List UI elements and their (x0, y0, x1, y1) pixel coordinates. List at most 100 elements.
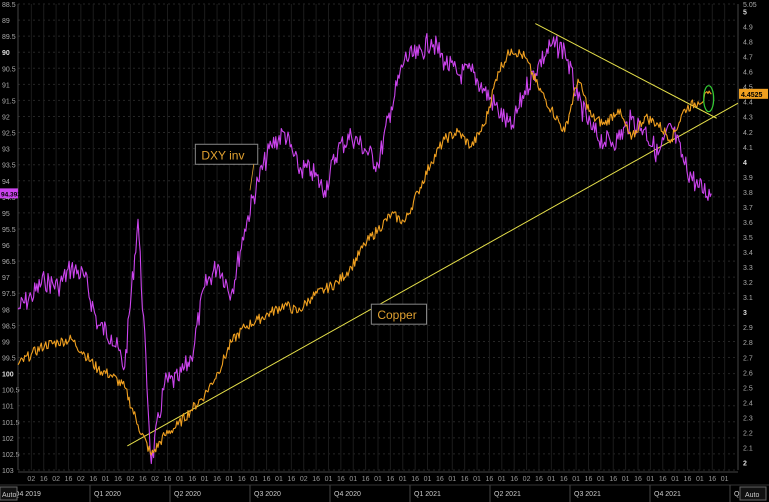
x-day-label: 02 (77, 476, 85, 483)
right-tick-label: 4.1 (743, 145, 753, 152)
x-day-label: 01 (473, 476, 481, 483)
auto-box-right (739, 486, 767, 501)
left-tick-label: 89 (2, 18, 10, 25)
right-tick-label: 2.5 (743, 385, 753, 392)
right-tick-label: 3.8 (743, 190, 753, 197)
x-quarter-label: Q3 2020 (254, 491, 281, 498)
x-day-label: 02 (151, 476, 159, 483)
right-tick-label: 2.4 (743, 400, 753, 407)
right-tick-label: 3.1 (743, 295, 753, 302)
x-day-label: 01 (374, 476, 382, 483)
trendline (127, 102, 739, 447)
value-tag-right-text: 4.4525 (741, 92, 763, 99)
right-tick-label: 5 (743, 10, 747, 17)
x-day-label: 01 (671, 476, 679, 483)
right-tick-label: 3.9 (743, 175, 753, 182)
auto-label-left: Auto (2, 492, 17, 499)
right-tick-label: 4.2 (743, 130, 753, 137)
x-day-label: 01 (226, 476, 234, 483)
left-tick-label: 98.5 (2, 323, 16, 330)
left-tick-label: 100 (2, 372, 14, 379)
x-day-label: 01 (275, 476, 283, 483)
x-day-label: 02 (523, 476, 531, 483)
right-tick-label: 3.7 (743, 205, 753, 212)
x-day-label: 16 (188, 476, 196, 483)
x-day-label: 02 (52, 476, 60, 483)
x-quarter-label: Q4 2021 (654, 491, 681, 498)
right-tick-label: 3.6 (743, 220, 753, 227)
x-day-label: 01 (721, 476, 729, 483)
x-quarter-label: Q3 2021 (574, 491, 601, 498)
left-tick-label: 91.5 (2, 98, 16, 105)
x-day-label: 16 (164, 476, 172, 483)
x-day-label: 16 (659, 476, 667, 483)
x-day-label: 01 (201, 476, 209, 483)
value-tag-left (0, 188, 18, 199)
x-day-label: 16 (337, 476, 345, 483)
x-day-label: 16 (312, 476, 320, 483)
highlight-ellipse (703, 85, 715, 113)
x-day-label: 16 (263, 476, 271, 483)
left-tick-label: 94 (2, 179, 10, 186)
right-tick-label: 4.9 (743, 25, 753, 32)
left-tick-label: 100.5 (2, 388, 20, 395)
annotation-pointer (249, 164, 255, 191)
left-tick-label: 97.5 (2, 291, 16, 298)
annotation-box (370, 303, 428, 325)
right-tick-label: 4.3 (743, 115, 753, 122)
right-tick-label: 4 (743, 160, 747, 167)
right-tick-label: 2.8 (743, 340, 753, 347)
left-tick-label: 90.5 (2, 66, 16, 73)
x-day-label: 16 (708, 476, 716, 483)
series-line-dxy-inv (17, 32, 712, 465)
x-day-label: 01 (498, 476, 506, 483)
x-day-label: 16 (65, 476, 73, 483)
x-day-label: 16 (560, 476, 568, 483)
right-tick-label: 4.8 (743, 40, 753, 47)
right-tick-label: 4.4 (743, 100, 753, 107)
x-day-label: 01 (250, 476, 258, 483)
x-day-label: 16 (287, 476, 295, 483)
right-tick-label: 5.05 (743, 2, 757, 9)
right-tick-label: 4.6 (743, 70, 753, 77)
value-tag-right (739, 88, 768, 99)
right-tick-label: 2.6 (743, 370, 753, 377)
x-day-label: 16 (684, 476, 692, 483)
x-quarter-label: Q2 2020 (174, 491, 201, 498)
left-tick-label: 91 (2, 82, 10, 89)
right-tick-label: 2.2 (743, 430, 753, 437)
left-tick-label: 89.5 (2, 34, 16, 41)
x-quarter-label: Q2 2021 (494, 491, 521, 498)
right-tick-label: 2.3 (743, 415, 753, 422)
left-tick-label: 97 (2, 275, 10, 282)
x-day-label: 16 (461, 476, 469, 483)
left-tick-label: 93 (2, 147, 10, 154)
x-day-label: 16 (411, 476, 419, 483)
trendline (535, 23, 717, 119)
trendlines (127, 23, 739, 447)
left-tick-label: 88.5 (2, 2, 16, 9)
x-day-label: 16 (362, 476, 370, 483)
value-tags: 94.393 4.4525 (0, 88, 768, 199)
x-day-label: 01 (325, 476, 333, 483)
x-day-label: 01 (448, 476, 456, 483)
x-day-label: 01 (597, 476, 605, 483)
x-day-label: 16 (634, 476, 642, 483)
x-day-label: 16 (585, 476, 593, 483)
x-quarter-label: Q4 2019 (14, 491, 41, 498)
auto-label-right: Auto (745, 492, 760, 499)
x-day-label: 16 (386, 476, 394, 483)
x-day-label: 01 (572, 476, 580, 483)
x-day-label: 16 (609, 476, 617, 483)
x-day-label: 16 (139, 476, 147, 483)
x-day-label: 01 (349, 476, 357, 483)
x-day-label: 16 (40, 476, 48, 483)
left-tick-label: 92.5 (2, 131, 16, 138)
x-axis: 02 16 02 16 02 16 01 16 02 16 02 16 01 16 01 16 01 16 01 16… (0, 471, 769, 502)
right-tick-label: 3 (743, 310, 747, 317)
x-day-label: 02 (126, 476, 134, 483)
left-tick-label: 102 (2, 436, 14, 443)
x-day-label: 01 (547, 476, 555, 483)
annotation-label: Copper (377, 308, 416, 322)
